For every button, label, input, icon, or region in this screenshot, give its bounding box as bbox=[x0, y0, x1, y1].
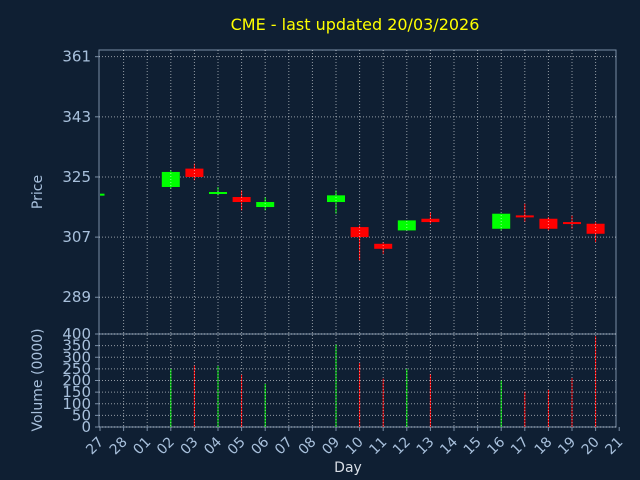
price-tick-label: 325 bbox=[62, 168, 91, 186]
candle-body bbox=[232, 197, 251, 203]
volume-y-axis-label: Volume (0000) bbox=[30, 328, 46, 431]
candle-body bbox=[185, 168, 204, 177]
x-tick-label: 17 bbox=[508, 434, 532, 458]
candle-body bbox=[256, 202, 275, 208]
price-panel: 289 307 325 343 361 bbox=[62, 48, 617, 335]
candle-body bbox=[350, 227, 369, 238]
x-tick-label: 05 bbox=[225, 434, 249, 458]
x-tick-label: 15 bbox=[461, 434, 485, 458]
price-tick-label: 307 bbox=[62, 228, 91, 246]
volume-tick-label: 100 bbox=[62, 395, 91, 413]
candle bbox=[100, 193, 105, 196]
x-tick-label: 16 bbox=[484, 434, 508, 458]
x-tick-label: 20 bbox=[579, 434, 603, 458]
x-tick-label: 02 bbox=[154, 434, 178, 458]
volume-tick-label: 0 bbox=[81, 418, 91, 436]
candle bbox=[586, 222, 605, 243]
x-tick-label: 04 bbox=[201, 434, 225, 458]
x-tick-label: 28 bbox=[107, 434, 131, 458]
candle bbox=[185, 163, 204, 181]
candles bbox=[100, 163, 605, 261]
price-plot-frame bbox=[98, 49, 617, 335]
x-tick-label: 06 bbox=[248, 434, 272, 458]
candle bbox=[327, 190, 345, 214]
candle-body bbox=[374, 243, 393, 249]
x-tick-label: 09 bbox=[319, 434, 343, 458]
x-tick-label: 12 bbox=[390, 434, 414, 458]
candle-body bbox=[539, 218, 558, 229]
candle bbox=[374, 242, 393, 254]
price-tick-label: 289 bbox=[62, 288, 91, 306]
x-ticks: 27 28 01 02 03 04 05 06 07 08 09 10 11 12 13 14 15 16 17 18… bbox=[83, 50, 626, 458]
volume-tick-label: 200 bbox=[62, 372, 91, 390]
volume-tick-label: 300 bbox=[62, 348, 91, 366]
x-tick-label: 08 bbox=[296, 434, 320, 458]
x-tick-label: 11 bbox=[366, 434, 390, 458]
price-tick-label: 361 bbox=[62, 48, 91, 66]
price-tick-label: 343 bbox=[62, 108, 91, 126]
volume-tick-label: 150 bbox=[62, 383, 91, 401]
price-y-ticks: 289 307 325 343 361 bbox=[62, 48, 99, 306]
x-tick-label: 03 bbox=[178, 434, 202, 458]
x-tick-label: 14 bbox=[437, 434, 461, 458]
price-y-axis-label: Price bbox=[30, 175, 46, 209]
candle-body bbox=[397, 220, 416, 231]
x-tick-label: 01 bbox=[130, 434, 154, 458]
x-tick-label: 07 bbox=[272, 434, 296, 458]
x-tick-label: 19 bbox=[555, 434, 579, 458]
candle-body bbox=[421, 218, 440, 223]
volume-tick-label: 250 bbox=[62, 360, 91, 378]
x-tick-label: 21 bbox=[602, 434, 626, 458]
x-tick-label: 18 bbox=[532, 434, 556, 458]
x-tick-label: 13 bbox=[414, 434, 438, 458]
candle bbox=[397, 220, 416, 231]
candle-body bbox=[515, 215, 534, 218]
volume-tick-label: 400 bbox=[62, 325, 91, 343]
candle-body bbox=[327, 195, 345, 203]
candle-body bbox=[563, 222, 581, 225]
candle-body bbox=[586, 223, 605, 234]
volume-tick-label: 350 bbox=[62, 337, 91, 355]
x-tick-label: 10 bbox=[343, 434, 367, 458]
volume-tick-label: 50 bbox=[72, 406, 91, 424]
candle bbox=[539, 217, 558, 231]
candle-body bbox=[100, 193, 105, 196]
candle-body bbox=[209, 192, 227, 194]
x-tick-label: 27 bbox=[83, 434, 107, 458]
x-axis-label: Day bbox=[334, 460, 362, 476]
volume-grid bbox=[99, 333, 616, 428]
candle bbox=[563, 215, 581, 229]
chart-title: CME - last updated 20/03/2026 bbox=[231, 15, 480, 34]
